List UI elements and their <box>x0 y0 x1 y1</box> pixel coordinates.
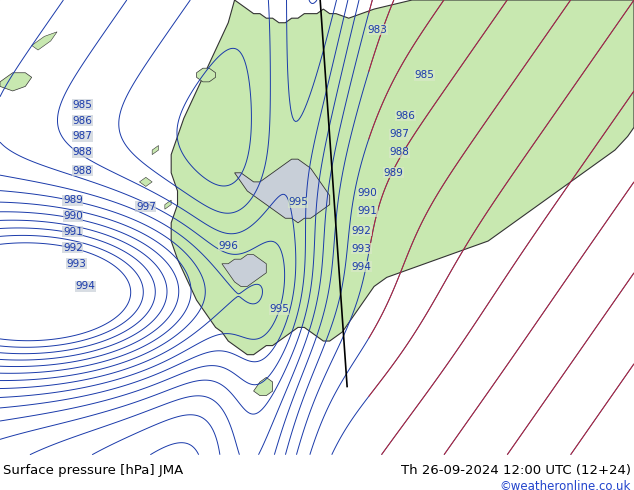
Text: 988: 988 <box>72 166 93 175</box>
Polygon shape <box>222 255 266 287</box>
Polygon shape <box>0 73 32 91</box>
Polygon shape <box>32 32 57 50</box>
Polygon shape <box>152 146 158 155</box>
Text: 992: 992 <box>63 243 83 253</box>
Text: 985: 985 <box>415 70 435 80</box>
Text: 985: 985 <box>72 99 93 110</box>
Text: 983: 983 <box>367 24 387 35</box>
Text: 987: 987 <box>72 131 93 142</box>
Text: Th 26-09-2024 12:00 UTC (12+24): Th 26-09-2024 12:00 UTC (12+24) <box>401 464 631 477</box>
Text: 990: 990 <box>358 188 378 198</box>
Text: 989: 989 <box>383 168 403 178</box>
Polygon shape <box>165 200 171 209</box>
Text: 997: 997 <box>136 202 156 212</box>
Text: 988: 988 <box>389 147 410 157</box>
Text: 989: 989 <box>63 195 83 205</box>
Polygon shape <box>254 377 273 395</box>
Text: 995: 995 <box>269 304 289 314</box>
Text: 987: 987 <box>389 129 410 139</box>
Text: 994: 994 <box>75 281 96 292</box>
Polygon shape <box>139 177 152 186</box>
Text: 986: 986 <box>72 116 93 125</box>
Text: 990: 990 <box>63 211 83 221</box>
Text: 991: 991 <box>358 206 378 217</box>
Text: 996: 996 <box>218 241 238 250</box>
Text: 993: 993 <box>66 259 86 269</box>
Text: 992: 992 <box>351 225 372 236</box>
Text: ©weatheronline.co.uk: ©weatheronline.co.uk <box>500 480 631 490</box>
Text: Surface pressure [hPa] JMA: Surface pressure [hPa] JMA <box>3 464 183 477</box>
Text: 995: 995 <box>288 197 308 207</box>
Text: 993: 993 <box>351 244 372 254</box>
Text: 994: 994 <box>351 262 372 272</box>
Text: 991: 991 <box>63 227 83 237</box>
Text: 986: 986 <box>396 111 416 121</box>
Polygon shape <box>197 68 216 82</box>
Polygon shape <box>171 0 634 355</box>
Polygon shape <box>235 159 330 223</box>
Text: 988: 988 <box>72 147 93 157</box>
